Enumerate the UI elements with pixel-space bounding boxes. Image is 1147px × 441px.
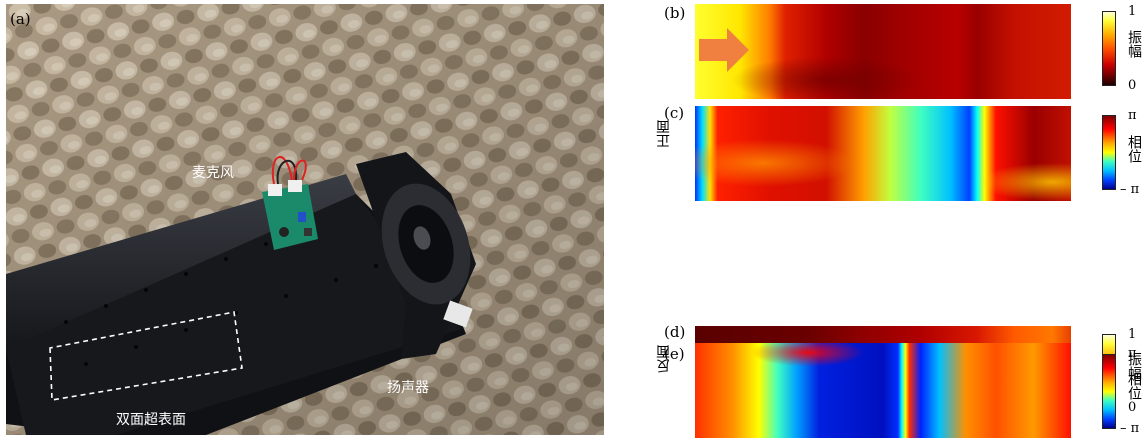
experimental-setup-photo: (a) 麦克风 扬声器 双面超表面 <box>6 4 604 435</box>
amplitude-label: 振幅 <box>1126 30 1142 58</box>
front-amplitude-map <box>695 4 1071 99</box>
panel-label-d: (d) <box>664 323 686 341</box>
incident-arrow-icon <box>699 28 749 72</box>
front-side-label: 正面 <box>656 120 672 148</box>
amplitude-max-tick: 1 <box>1128 4 1137 19</box>
panel-label-c: (c) <box>664 104 685 122</box>
amplitude-label-back: 振幅 <box>1126 352 1142 380</box>
phase-max-tick-back: π <box>1128 346 1137 361</box>
phase-max-tick: π <box>1128 108 1137 123</box>
amplitude-min-tick: 0 <box>1128 78 1137 93</box>
metasurface-label: 双面超表面 <box>116 412 186 428</box>
phase-colorbar <box>1102 115 1116 190</box>
panel-label-e: (e) <box>664 345 685 363</box>
amplitude-colorbar <box>1102 11 1116 86</box>
phase-label: 相位 <box>1126 135 1142 163</box>
phase-min-tick-back: – π <box>1120 421 1140 436</box>
amplitude-min-tick-back: 0 <box>1128 400 1137 415</box>
panel-label-b: (b) <box>664 4 686 22</box>
photo-illustration <box>6 4 604 435</box>
panel-label-a: (a) <box>10 10 31 28</box>
phase-min-tick: – π <box>1120 182 1140 197</box>
amplitude-max-tick-back: 1 <box>1128 327 1137 342</box>
phase-colorbar-back <box>1102 354 1116 429</box>
front-phase-map <box>695 106 1071 201</box>
microphone-label: 麦克风 <box>192 165 234 181</box>
phase-label-back: 相位 <box>1126 372 1142 400</box>
speaker-label: 扬声器 <box>387 380 429 396</box>
back-phase-map <box>695 343 1071 438</box>
